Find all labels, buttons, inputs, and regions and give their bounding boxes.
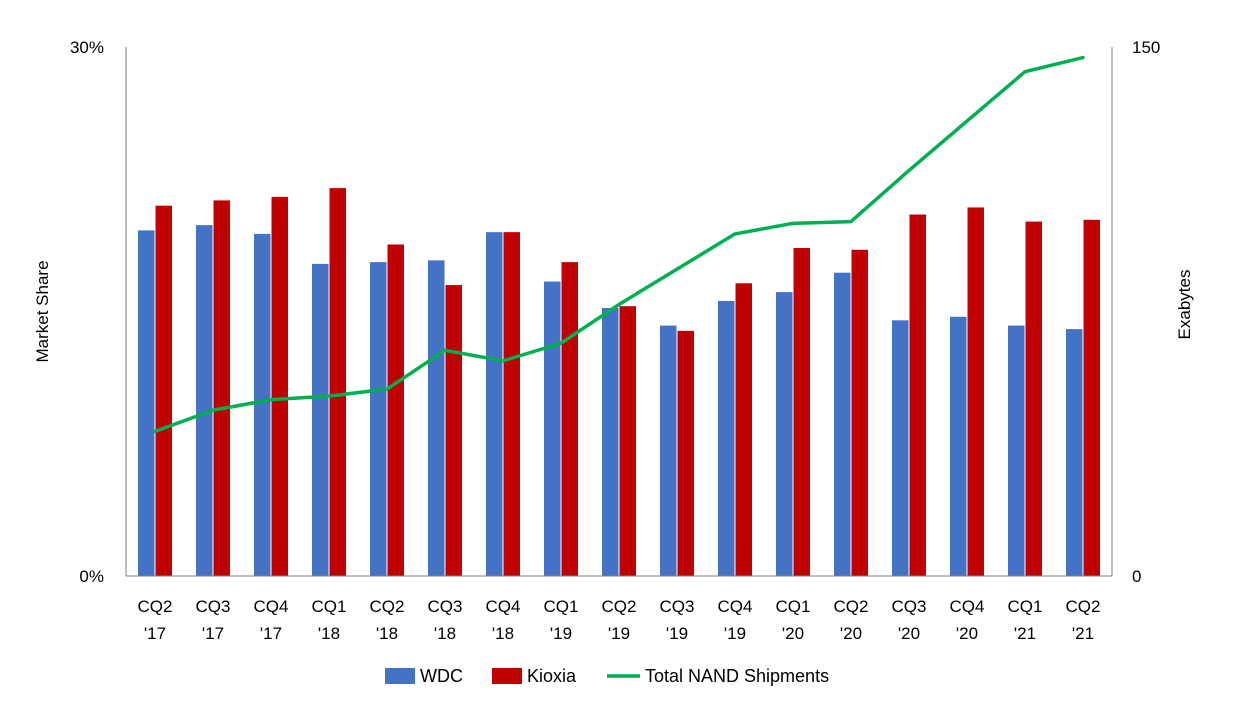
x-axis-labels: CQ2 '17 CQ3 '17 CQ4 '17 CQ1 '18 CQ2 '18 CQ3 '18 CQ4 '…	[138, 597, 1101, 643]
x-tick-label-year-15: '21	[1014, 624, 1036, 643]
x-tick-label-year-12: '20	[840, 624, 862, 643]
legend-swatch-wdc	[385, 668, 415, 684]
bar-kioxia-5	[445, 285, 462, 576]
bar-wdc-14	[950, 316, 967, 576]
bar-kioxia-10	[735, 283, 752, 576]
legend-label-total-nand-shipments: Total NAND Shipments	[645, 666, 829, 686]
bar-wdc-13	[892, 320, 909, 576]
bar-wdc-4	[370, 262, 387, 576]
x-tick-label-quarter-13: CQ3	[892, 597, 927, 616]
bar-kioxia-8	[619, 306, 636, 576]
bar-wdc-11	[776, 292, 793, 576]
bar-kioxia-0	[155, 205, 172, 576]
x-tick-label-quarter-10: CQ4	[718, 597, 753, 616]
x-tick-label-quarter-15: CQ1	[1008, 597, 1043, 616]
x-tick-label-quarter-8: CQ2	[602, 597, 637, 616]
bar-kioxia-15	[1025, 221, 1042, 576]
bar-wdc-3	[312, 263, 329, 576]
x-tick-label-year-0: '17	[144, 624, 166, 643]
legend-label-wdc: WDC	[420, 666, 463, 686]
bar-kioxia-4	[387, 244, 404, 577]
x-tick-label-year-14: '20	[956, 624, 978, 643]
bar-kioxia-14	[967, 207, 984, 576]
legend-label-kioxia: Kioxia	[527, 666, 577, 686]
x-tick-label-quarter-7: CQ1	[544, 597, 579, 616]
x-tick-label-quarter-2: CQ4	[254, 597, 289, 616]
bar-wdc-6	[486, 232, 503, 576]
x-tick-label-quarter-16: CQ2	[1066, 597, 1101, 616]
bar-kioxia-2	[271, 196, 288, 576]
x-tick-label-year-2: '17	[260, 624, 282, 643]
x-tick-label-year-5: '18	[434, 624, 456, 643]
bar-wdc-12	[834, 272, 851, 576]
x-tick-label-quarter-14: CQ4	[950, 597, 985, 616]
x-tick-label-quarter-3: CQ1	[312, 597, 347, 616]
bar-wdc-5	[428, 260, 445, 576]
x-tick-label-year-16: '21	[1072, 624, 1094, 643]
x-tick-label-quarter-1: CQ3	[196, 597, 231, 616]
bar-wdc-7	[544, 281, 561, 576]
bars-layer	[138, 188, 1100, 577]
bar-kioxia-3	[329, 188, 346, 576]
bar-kioxia-7	[561, 262, 578, 576]
line-total-nand-shipments	[153, 55, 1085, 434]
x-tick-label-quarter-9: CQ3	[660, 597, 695, 616]
right-axis-tick-label-min: 0	[1132, 567, 1141, 586]
bar-kioxia-11	[793, 248, 810, 576]
legend-swatch-kioxia	[492, 668, 522, 684]
axes-layer	[125, 47, 1113, 577]
bar-wdc-1	[196, 225, 213, 576]
x-tick-label-year-11: '20	[782, 624, 804, 643]
left-axis-tick-label-min: 0%	[79, 567, 104, 586]
x-tick-label-quarter-0: CQ2	[138, 597, 173, 616]
bar-kioxia-1	[213, 200, 230, 576]
x-tick-label-quarter-5: CQ3	[428, 597, 463, 616]
bar-wdc-0	[138, 230, 155, 576]
left-axis-tick-label-max: 30%	[70, 38, 104, 57]
bar-wdc-8	[602, 307, 619, 576]
x-tick-label-year-4: '18	[376, 624, 398, 643]
x-tick-label-quarter-11: CQ1	[776, 597, 811, 616]
x-tick-label-year-8: '19	[608, 624, 630, 643]
bar-kioxia-12	[851, 249, 868, 576]
bar-kioxia-16	[1083, 219, 1100, 576]
legend: WDC Kioxia Total NAND Shipments	[385, 666, 829, 686]
bar-wdc-15	[1008, 325, 1025, 576]
bar-wdc-9	[660, 325, 677, 576]
x-tick-label-year-13: '20	[898, 624, 920, 643]
bar-kioxia-13	[909, 214, 926, 576]
bar-wdc-2	[254, 233, 271, 576]
right-axis-title: Exabytes	[1175, 270, 1194, 340]
x-tick-label-year-3: '18	[318, 624, 340, 643]
bar-kioxia-6	[503, 232, 520, 576]
x-tick-label-year-9: '19	[666, 624, 688, 643]
bar-wdc-16	[1066, 329, 1083, 576]
bar-wdc-10	[718, 300, 735, 576]
x-tick-label-quarter-6: CQ4	[486, 597, 521, 616]
line-layer	[153, 55, 1085, 434]
x-tick-label-quarter-4: CQ2	[370, 597, 405, 616]
left-axis-title: Market Share	[33, 260, 52, 362]
right-axis-tick-label-max: 150	[1132, 38, 1160, 57]
x-tick-label-year-7: '19	[550, 624, 572, 643]
x-tick-label-year-1: '17	[202, 624, 224, 643]
x-tick-label-year-10: '19	[724, 624, 746, 643]
bar-kioxia-9	[677, 330, 694, 576]
x-tick-label-year-6: '18	[492, 624, 514, 643]
x-tick-label-quarter-12: CQ2	[834, 597, 869, 616]
